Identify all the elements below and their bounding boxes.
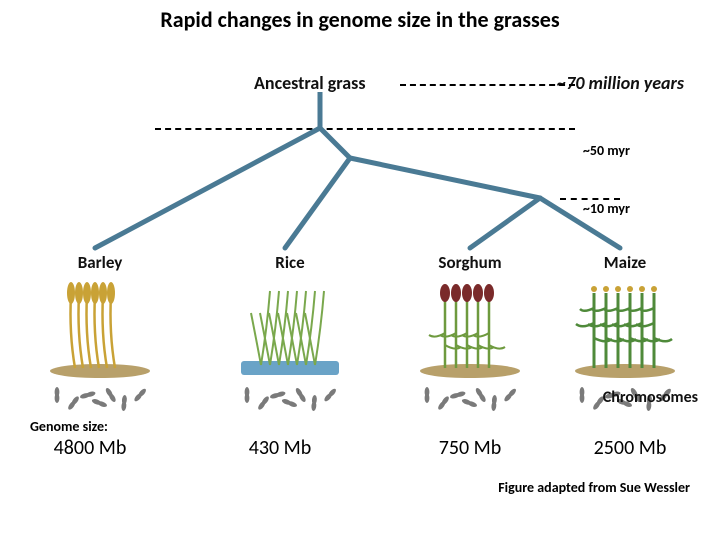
genome-size-sorghum: 750 Mb: [390, 436, 550, 460]
species-sorghum: Sorghum: [400, 248, 540, 418]
chromosomes-icon-barley: [30, 383, 170, 418]
chromosomes-icon-rice: [220, 383, 360, 418]
chromosomes-icon-sorghum: [400, 383, 540, 418]
genome-size-row: 4800 Mb 430 Mb 750 Mb2500 Mb: [0, 436, 720, 466]
seventy-myr-label: ~70 million years: [557, 72, 684, 94]
page-title: Rapid changes in genome size in the gras…: [0, 6, 720, 33]
species-name-sorghum: Sorghum: [400, 252, 540, 273]
species-barley: Barley: [30, 248, 170, 418]
genome-size-rice: 430 Mb: [200, 436, 360, 460]
plant-icon-sorghum: [400, 273, 540, 383]
plant-icon-maize: [555, 273, 695, 383]
dashed-time-line: [400, 84, 575, 86]
plant-icon-rice: [220, 273, 360, 383]
species-rice: Rice: [220, 248, 360, 418]
species-name-barley: Barley: [30, 252, 170, 273]
time-marker-50: ~50 myr: [583, 142, 630, 159]
species-name-maize: Maize: [555, 252, 695, 273]
plant-icon-barley: [30, 273, 170, 383]
species-name-rice: Rice: [220, 252, 360, 273]
time-marker-10: ~10 myr: [583, 200, 630, 217]
phylogeny-tree: [0, 92, 720, 262]
genome-size-maize: 2500 Mb: [550, 436, 710, 460]
figure-credit: Figure adapted from Sue Wessler: [498, 479, 690, 496]
genome-size-barley: 4800 Mb: [10, 436, 170, 460]
ancestral-grass-label: Ancestral grass: [254, 72, 366, 94]
chromosomes-label: Chromosomes: [603, 388, 698, 407]
genome-size-label: Genome size:: [30, 418, 108, 435]
